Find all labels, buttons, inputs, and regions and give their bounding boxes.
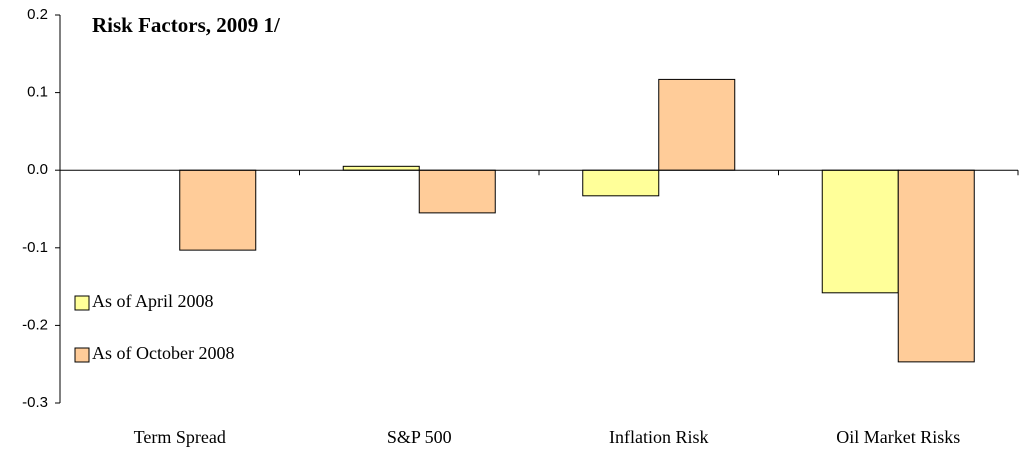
y-tick-label: -0.2 bbox=[22, 316, 48, 333]
y-tick-label: 0.2 bbox=[27, 6, 48, 23]
bar bbox=[821, 169, 899, 294]
bar bbox=[418, 169, 496, 214]
legend-label: As of October 2008 bbox=[92, 343, 234, 363]
x-tick-label: Term Spread bbox=[134, 427, 226, 447]
chart-title: Risk Factors, 2009 1/ bbox=[92, 13, 281, 37]
bar bbox=[658, 78, 736, 171]
y-tick-label: -0.1 bbox=[22, 239, 48, 256]
y-tick-label: 0.0 bbox=[27, 161, 48, 178]
x-tick-label: S&P 500 bbox=[387, 427, 452, 447]
x-tick-label: Oil Market Risks bbox=[836, 427, 960, 447]
y-tick-label: 0.1 bbox=[27, 84, 48, 101]
bar bbox=[582, 169, 660, 197]
x-tick-label: Inflation Risk bbox=[609, 427, 709, 447]
legend-swatch bbox=[74, 347, 90, 363]
bar bbox=[179, 169, 257, 251]
legend-label: As of April 2008 bbox=[92, 291, 214, 311]
y-tick-label: -0.3 bbox=[22, 394, 48, 411]
legend-swatch bbox=[74, 295, 90, 311]
bar bbox=[342, 165, 420, 171]
bar bbox=[897, 169, 975, 363]
